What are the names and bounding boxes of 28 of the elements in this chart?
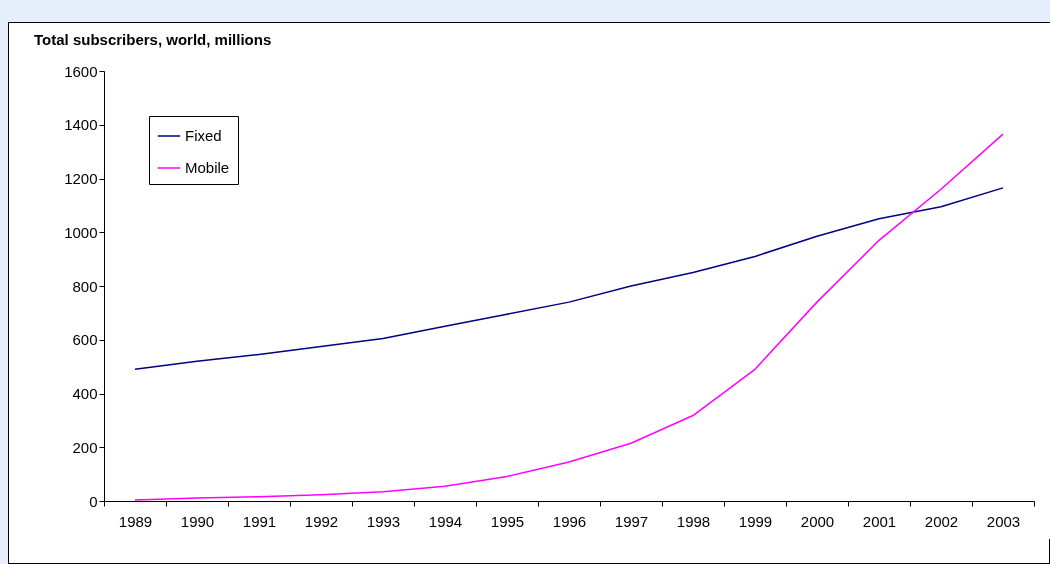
x-tick-label: 2003	[986, 512, 1021, 530]
y-tick-label: 1200	[64, 170, 98, 187]
x-tick-label: 2000	[800, 512, 835, 530]
x-tick-label: 1998	[676, 512, 711, 530]
x-tick-label: 1990	[180, 512, 215, 530]
x-tick-label: 1992	[304, 512, 339, 530]
x-tick-label: 1994	[428, 512, 463, 530]
y-tick-label: 0	[89, 492, 98, 510]
y-tick-label: 1600	[64, 62, 98, 80]
x-tick-label: 1995	[490, 512, 525, 530]
y-tick-label: 200	[72, 438, 98, 456]
legend-label: Fixed	[185, 127, 222, 144]
x-tick-label: 1989	[118, 512, 153, 530]
y-tick-label: 600	[72, 331, 98, 349]
y-tick-label: 1000	[64, 223, 98, 241]
x-tick-label: 1991	[242, 512, 277, 530]
y-tick-label: 1400	[64, 116, 98, 134]
x-tick-label: 1997	[614, 512, 649, 530]
x-tick-label: 1993	[366, 512, 401, 530]
y-tick-label: 800	[72, 277, 98, 295]
line-series	[134, 187, 1004, 371]
x-tick-label: 2001	[862, 512, 897, 530]
x-tick-label: 1999	[738, 512, 773, 530]
chart-title: Total subscribers, world, millions	[34, 31, 272, 48]
y-tick-label: 400	[72, 385, 98, 402]
legend-label: Mobile	[185, 159, 230, 176]
x-tick-label: 1996	[552, 512, 587, 530]
x-tick-label: 2002	[924, 512, 959, 530]
